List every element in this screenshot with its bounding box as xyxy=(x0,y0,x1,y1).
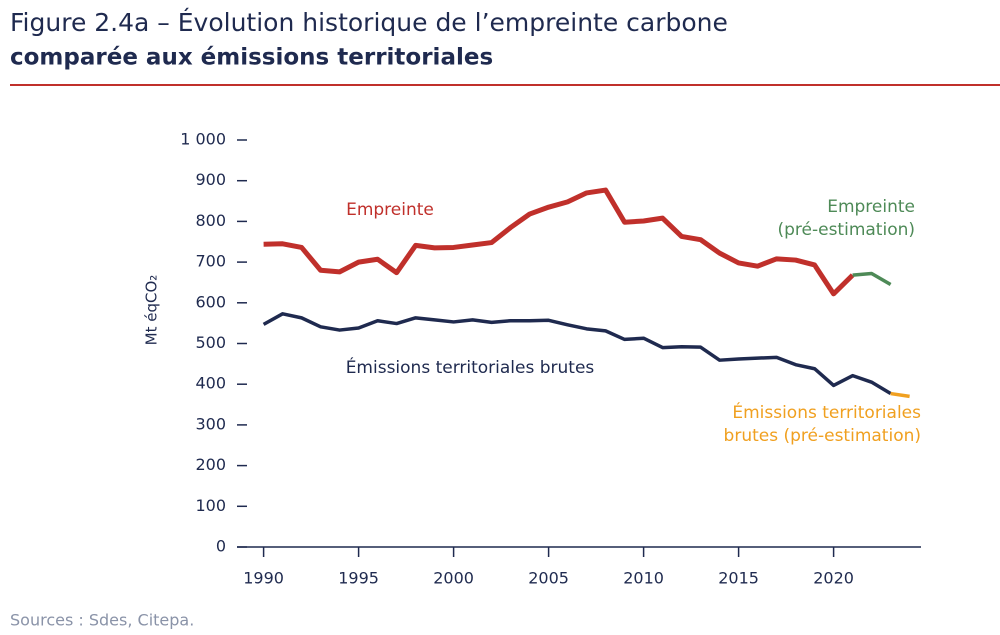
series-line xyxy=(852,271,892,286)
y-tick-label: 700 xyxy=(195,252,226,271)
annotation: brutes (pré-estimation) xyxy=(724,426,921,446)
annotation: Empreinte xyxy=(827,197,915,217)
annotation: (pré-estimation) xyxy=(777,220,915,240)
x-tick-label: 2015 xyxy=(718,569,759,588)
x-tick-label: 2000 xyxy=(433,569,474,588)
y-tick-label: 100 xyxy=(195,496,226,515)
y-tick-label: 300 xyxy=(195,414,226,433)
y-axis-label: Mt éqCO₂ xyxy=(143,275,161,346)
x-tick-label: 1995 xyxy=(338,569,379,588)
x-tick-label: 2020 xyxy=(813,569,854,588)
y-tick-label: 0 xyxy=(216,537,226,556)
y-tick-label: 800 xyxy=(195,211,226,230)
x-tick-label: 2010 xyxy=(623,569,664,588)
annotation: Empreinte xyxy=(346,200,434,220)
x-tick-label: 1990 xyxy=(243,569,284,588)
y-tick-label: 400 xyxy=(195,374,226,393)
y-tick-label: 1 000 xyxy=(180,130,226,149)
annotation: Émissions territoriales brutes xyxy=(346,356,595,378)
x-tick-label: 2005 xyxy=(528,569,569,588)
y-tick-label: 200 xyxy=(195,455,226,474)
chart-subtitle: comparée aux émissions territoriales xyxy=(10,45,493,71)
y-tick-label: 500 xyxy=(195,333,226,352)
y-tick-label: 900 xyxy=(195,170,226,189)
series-line xyxy=(262,312,892,396)
chart-title: Figure 2.4a – Évolution historique de l’… xyxy=(10,8,728,37)
series-line xyxy=(890,391,910,399)
series-line xyxy=(263,187,855,297)
annotation: Émissions territoriales xyxy=(732,401,921,423)
source: Sources : Sdes, Citepa. xyxy=(10,611,194,630)
y-tick-label: 600 xyxy=(195,292,226,311)
